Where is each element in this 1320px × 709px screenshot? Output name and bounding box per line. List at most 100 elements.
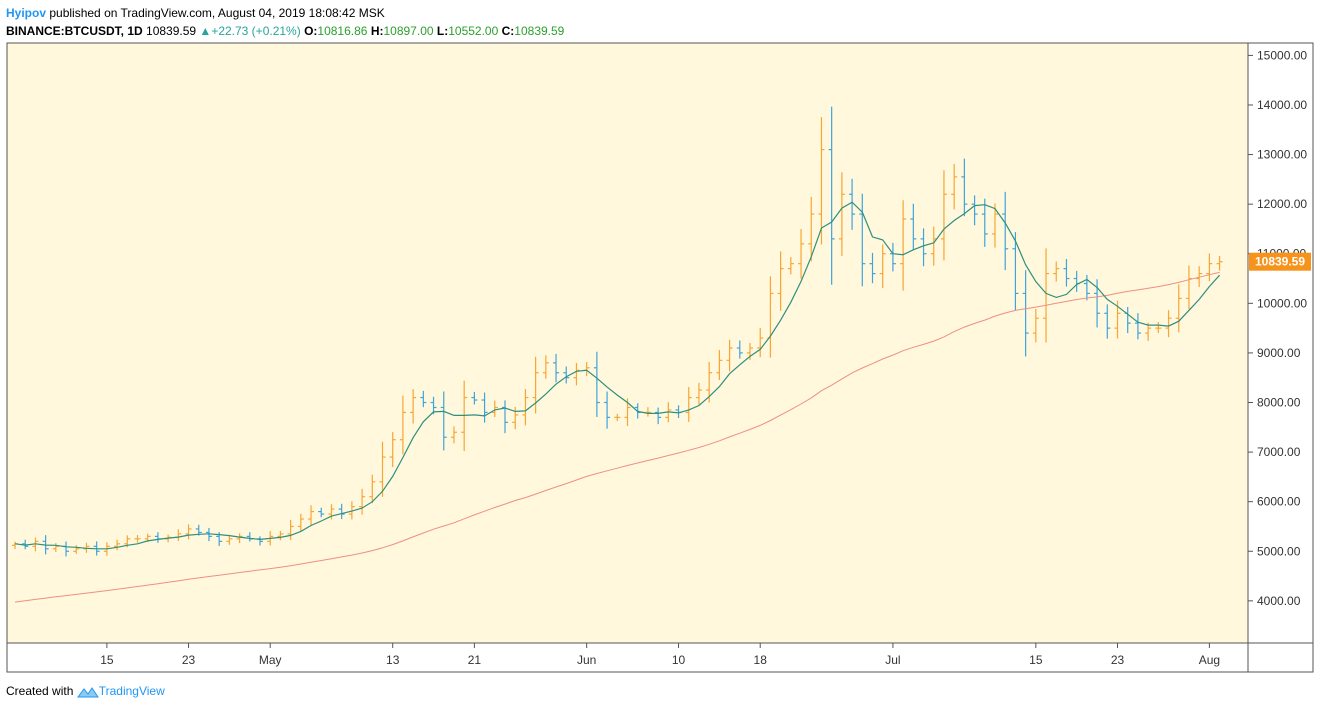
price-tick-label: 7000.00 — [1257, 445, 1301, 459]
ohlc-bar — [940, 170, 947, 261]
price-tick-label: 14000.00 — [1257, 98, 1307, 112]
ohlc-bar — [22, 539, 29, 550]
ohlc-bar — [879, 244, 886, 289]
footer: Created with TradingView — [6, 684, 165, 699]
ohlc-bar — [236, 533, 243, 544]
ohlc-bar — [73, 545, 80, 554]
ohlc-bar — [563, 366, 570, 384]
author-name[interactable]: Hyipov — [6, 6, 47, 20]
close-value: 10839.59 — [514, 24, 565, 38]
price-tick-label: 4000.00 — [1257, 594, 1301, 608]
ohlc-bar — [573, 362, 580, 386]
ohlc-bar — [328, 504, 335, 520]
ohlc-bar — [798, 229, 805, 279]
low-label: L: — [436, 24, 449, 38]
ohlc-bar — [818, 117, 825, 245]
ohlc-bar — [1145, 322, 1152, 341]
ohlc-bar — [481, 392, 488, 423]
price-tick-label: 9000.00 — [1257, 346, 1301, 360]
symbol-label[interactable]: BINANCE:BTCUSDT, 1D — [6, 24, 143, 38]
ohlc-bar — [808, 196, 815, 262]
price-tick-label: 12000.00 — [1257, 197, 1307, 211]
ohlc-bar — [410, 389, 417, 424]
ohlc-bar — [512, 406, 519, 430]
slow-moving-average-line — [14, 271, 1220, 603]
ohlc-bar — [757, 328, 764, 358]
ohlc-bar — [1022, 270, 1029, 357]
last-price-badge — [1249, 252, 1311, 271]
ohlc-bar — [992, 203, 998, 248]
time-tick-label: Jun — [577, 653, 596, 667]
time-tick-label: May — [259, 653, 282, 667]
ohlc-bar — [1206, 253, 1213, 282]
high-label: H: — [370, 24, 384, 38]
ohlc-bar — [1114, 300, 1121, 339]
tradingview-logo-icon — [76, 687, 99, 698]
ohlc-bar — [961, 158, 968, 217]
ohlc-bar — [52, 542, 59, 553]
ohlc-bar — [114, 539, 121, 551]
ohlc-bar — [1012, 232, 1019, 311]
ohlc-bar — [308, 505, 315, 526]
ohlc-bar — [389, 432, 396, 468]
price-tick-label: 5000.00 — [1257, 544, 1301, 558]
low-value: 10552.00 — [448, 24, 499, 38]
ohlc-bar — [369, 474, 376, 504]
ohlc-bar — [522, 389, 529, 426]
ohlc-bar — [318, 507, 325, 518]
ohlc-bar — [593, 351, 600, 417]
price-axis[interactable]: 4000.00 5000.00 6000.00 7000.00 8000.00 9000.… — [1248, 48, 1307, 608]
publish-line: Hyipov published on TradingView.com, Aug… — [6, 4, 564, 22]
triangle-up-icon: ▲ — [199, 24, 212, 38]
ohlc-bar — [1155, 321, 1162, 334]
price-tick-label: 15000.00 — [1257, 48, 1307, 62]
ohlc-bar — [277, 530, 284, 541]
open-label: O: — [304, 24, 318, 38]
ohlc-bar — [685, 387, 692, 422]
fast-moving-average-line — [14, 201, 1221, 550]
publish-info: published on TradingView.com, August 04,… — [49, 6, 385, 20]
ohlc-bar — [287, 520, 294, 541]
ohlc-bar — [420, 390, 427, 408]
price-tick-label: 13000.00 — [1257, 148, 1307, 162]
plot-frame — [6, 42, 1314, 673]
time-tick-label: 15 — [1029, 653, 1043, 667]
high-value: 10897.00 — [383, 24, 434, 38]
ohlc-bar — [297, 513, 304, 532]
ohlc-bar — [1185, 265, 1192, 310]
ohlc-bar — [1032, 308, 1039, 343]
ohlc-bar — [869, 252, 876, 284]
ohlc-bar — [1134, 313, 1141, 340]
time-axis[interactable]: 15 23 May 13 21 Jun 10 18 Jul 15 23 Aug — [100, 643, 1220, 667]
ohlc-bar — [828, 106, 835, 285]
time-tick-label: Aug — [1199, 653, 1220, 667]
ohlc-bar — [502, 400, 508, 434]
last-price-value: 10839.59 — [146, 24, 197, 38]
open-value: 10816.86 — [317, 24, 368, 38]
chart-header: Hyipov published on TradingView.com, Aug… — [6, 4, 564, 40]
ohlc-bar — [777, 251, 784, 311]
ohlc-bar — [838, 172, 845, 256]
ohlc-bar — [920, 228, 927, 267]
ohlc-bars — [12, 106, 1223, 557]
ohlc-bar — [1216, 255, 1223, 271]
ohlc-bar — [1053, 261, 1060, 282]
ohlc-bar — [1043, 248, 1050, 343]
time-tick-label: 18 — [754, 653, 768, 667]
ohlc-bar — [471, 391, 478, 405]
ohlc-bar — [849, 178, 856, 230]
ohlc-bar — [716, 350, 723, 380]
ohlc-bar — [614, 413, 621, 422]
time-tick-label: 21 — [468, 653, 482, 667]
ohlc-bar — [900, 200, 907, 291]
ohlc-bar — [1104, 304, 1111, 339]
ohlc-bar — [951, 163, 958, 210]
ohlc-bar — [736, 340, 743, 359]
ohlc-bar — [491, 400, 498, 418]
ohlc-bar — [787, 257, 794, 275]
ohlc-bar — [971, 195, 978, 226]
tradingview-brand[interactable]: TradingView — [98, 684, 165, 698]
ohlc-bar — [359, 488, 366, 515]
ohlc-bar — [1002, 191, 1009, 271]
